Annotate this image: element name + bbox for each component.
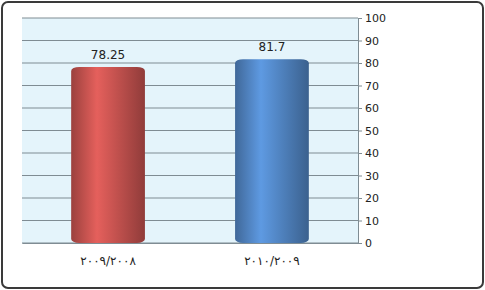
y-tick-label: 80 [365,57,379,70]
y-tick-label: 60 [365,102,379,115]
plot-background [22,18,358,243]
y-tick-mark [358,131,362,132]
grid-line [22,18,358,19]
grid-line [22,40,358,41]
bar [235,59,309,243]
y-tick: 80 [358,57,379,70]
y-tick-mark [358,176,362,177]
y-tick-mark [358,41,362,42]
y-tick-label: 30 [365,170,379,183]
data-labels: 78.25 81.7 [91,40,285,62]
chart: 0 10 20 30 40 50 60 70 80 90 100 ٢٠٠٩/٢٠٠٨ ٢٠١٠/٢٠٠٩… [0,0,485,290]
y-tick: 50 [358,125,379,138]
y-tick-mark [358,86,362,87]
y-tick-label: 0 [365,237,372,250]
y-tick-mark [358,153,362,154]
y-tick: 20 [358,192,379,205]
y-tick: 70 [358,80,379,93]
x-axis: ٢٠٠٩/٢٠٠٨ ٢٠١٠/٢٠٠٩ [23,243,359,268]
y-tick: 30 [358,170,379,183]
y-tick: 0 [358,237,372,250]
y-tick-label: 90 [365,35,379,48]
y-tick-label: 20 [365,192,379,205]
data-label: 78.25 [91,48,125,62]
y-tick-label: 40 [365,147,379,160]
x-tick-label: ٢٠٠٩/٢٠٠٨ [80,254,136,268]
x-tick: ٢٠١٠/٢٠٠٩ [244,243,300,268]
y-tick-mark [358,243,362,244]
y-tick-label: 10 [365,215,379,228]
x-tick-label: ٢٠١٠/٢٠٠٩ [244,254,300,268]
y-tick: 100 [358,12,386,25]
y-tick-mark [358,198,362,199]
bar [71,67,145,243]
y-tick-mark [358,108,362,109]
y-tick-mark [358,63,362,64]
y-tick-mark [358,18,362,19]
chart-frame [2,2,483,288]
x-axis-line [23,243,359,244]
y-tick: 60 [358,102,379,115]
y-tick: 90 [358,35,379,48]
x-tick: ٢٠٠٩/٢٠٠٨ [80,243,136,268]
y-tick-label: 100 [365,12,386,25]
data-label: 81.7 [259,40,286,54]
y-axis-line [359,19,363,244]
y-tick-label: 70 [365,80,379,93]
y-tick-label: 50 [365,125,379,138]
grid [22,18,358,243]
y-tick-mark [358,221,362,222]
y-axis: 0 10 20 30 40 50 60 70 80 90 100 [358,12,386,250]
y-tick: 10 [358,215,379,228]
grid-line [22,243,358,244]
bars [71,59,309,243]
y-tick: 40 [358,147,379,160]
